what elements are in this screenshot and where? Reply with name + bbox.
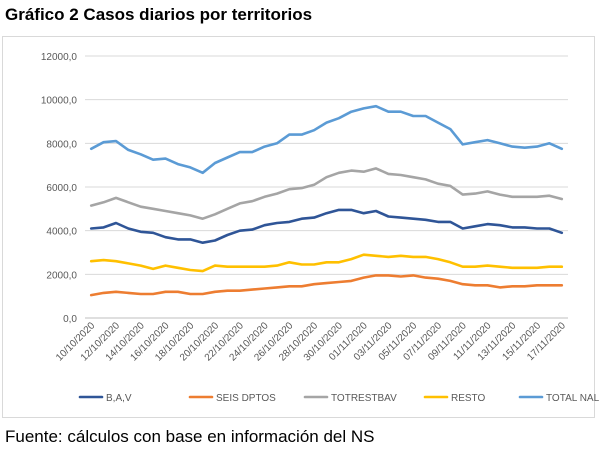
y-tick-label: 10000,0 [41,96,78,107]
legend-label: TOTAL NAL [546,393,600,404]
y-tick-label: 0,0 [63,314,77,325]
source-note: Fuente: cálculos con base en información… [5,427,375,446]
y-tick-label: 8000,0 [46,139,77,150]
chart-title: Gráfico 2 Casos diarios por territorios [5,5,313,24]
series-line-seis-dptos [89,274,564,297]
y-tick-label: 12000,0 [41,52,78,63]
series-line-resto [89,253,564,273]
series-line-b-a-v [89,208,564,244]
series-line-totrestbav [89,167,564,220]
legend-label: SEIS DPTOS [216,393,276,404]
series-line-total-nal [89,104,564,175]
legend-label: TOTRESTBAV [331,393,397,404]
legend-label: B,A,V [106,393,132,404]
y-tick-label: 6000,0 [46,183,77,194]
y-tick-label: 4000,0 [46,227,77,238]
y-tick-label: 2000,0 [46,270,77,281]
legend-label: RESTO [451,393,485,404]
